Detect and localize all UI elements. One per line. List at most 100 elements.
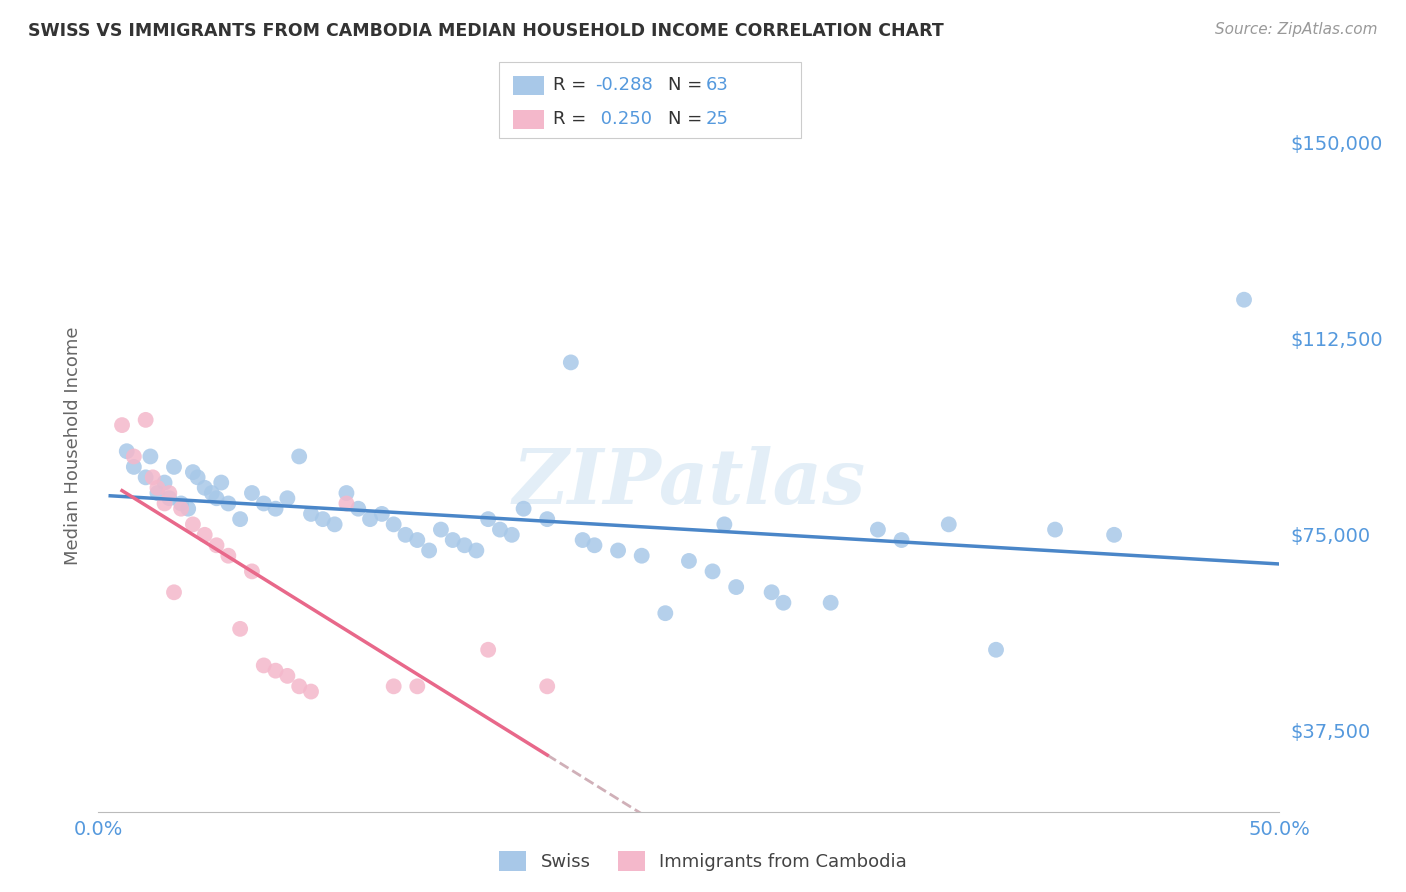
Point (194, 528, 217, 542)
Point (772, 596, 794, 610)
Point (229, 512, 252, 526)
Point (630, 549, 652, 563)
Point (866, 523, 889, 537)
Point (465, 543, 488, 558)
Point (142, 470, 165, 484)
Point (702, 565, 724, 579)
Point (571, 533, 593, 547)
Point (253, 658, 276, 673)
Point (453, 538, 475, 552)
Text: ZIPatlas: ZIPatlas (512, 446, 866, 519)
Point (240, 486, 263, 500)
Point (382, 679, 405, 693)
Point (725, 580, 748, 594)
Point (678, 554, 700, 568)
Point (1233, 293, 1256, 307)
Point (536, 679, 558, 693)
Point (890, 533, 912, 547)
Point (536, 512, 558, 526)
Point (135, 413, 157, 427)
Point (122, 459, 145, 474)
Point (406, 533, 429, 547)
Point (194, 481, 217, 495)
Point (217, 496, 239, 510)
Point (217, 549, 239, 563)
Point (501, 528, 523, 542)
Point (253, 496, 276, 510)
Point (264, 664, 287, 678)
Point (264, 501, 287, 516)
Point (654, 606, 676, 620)
Text: R =: R = (553, 110, 592, 128)
Point (276, 491, 298, 506)
Text: N =: N = (668, 76, 707, 94)
Point (371, 507, 394, 521)
Point (1102, 528, 1125, 542)
Point (347, 501, 370, 516)
Point (153, 475, 176, 490)
Point (938, 517, 960, 532)
Point (335, 486, 357, 500)
Text: 0.250: 0.250 (595, 110, 652, 128)
Point (583, 538, 606, 552)
Point (146, 486, 169, 500)
Point (477, 642, 499, 657)
Point (430, 523, 453, 537)
Point (157, 486, 180, 500)
Point (111, 418, 134, 433)
Point (713, 517, 735, 532)
Point (441, 533, 464, 547)
Legend: Swiss, Immigrants from Cambodia: Swiss, Immigrants from Cambodia (492, 844, 914, 879)
Text: -0.288: -0.288 (595, 76, 652, 94)
Point (163, 459, 186, 474)
Text: N =: N = (668, 110, 707, 128)
Point (418, 543, 440, 558)
Y-axis label: Median Household Income: Median Household Income (63, 326, 82, 566)
Point (170, 496, 193, 510)
Text: 25: 25 (706, 110, 728, 128)
Point (323, 517, 346, 532)
Point (205, 491, 228, 506)
Point (146, 481, 169, 495)
Point (240, 565, 263, 579)
Point (512, 501, 534, 516)
Point (288, 679, 311, 693)
Point (276, 669, 298, 683)
Text: R =: R = (553, 76, 592, 94)
Point (139, 450, 162, 464)
Point (489, 523, 512, 537)
Point (122, 450, 145, 464)
Point (135, 470, 157, 484)
Point (157, 491, 180, 506)
Point (177, 501, 200, 516)
Point (382, 517, 405, 532)
Text: 63: 63 (706, 76, 728, 94)
Point (209, 475, 232, 490)
Text: Source: ZipAtlas.com: Source: ZipAtlas.com (1215, 22, 1378, 37)
Point (359, 512, 381, 526)
Point (1043, 523, 1066, 537)
Point (288, 450, 311, 464)
Point (115, 444, 138, 458)
Point (229, 622, 252, 636)
Point (984, 642, 1007, 657)
Point (153, 496, 176, 510)
Point (163, 585, 186, 599)
Point (181, 465, 204, 479)
Point (299, 684, 322, 698)
Point (560, 355, 582, 369)
Point (820, 596, 842, 610)
Point (201, 486, 224, 500)
Point (607, 543, 630, 558)
Point (170, 501, 193, 516)
Point (312, 512, 335, 526)
Point (761, 585, 783, 599)
Point (335, 496, 357, 510)
Point (406, 679, 429, 693)
Point (187, 470, 209, 484)
Point (299, 507, 322, 521)
Point (205, 538, 228, 552)
Point (477, 512, 499, 526)
Text: SWISS VS IMMIGRANTS FROM CAMBODIA MEDIAN HOUSEHOLD INCOME CORRELATION CHART: SWISS VS IMMIGRANTS FROM CAMBODIA MEDIAN… (28, 22, 943, 40)
Point (181, 517, 204, 532)
